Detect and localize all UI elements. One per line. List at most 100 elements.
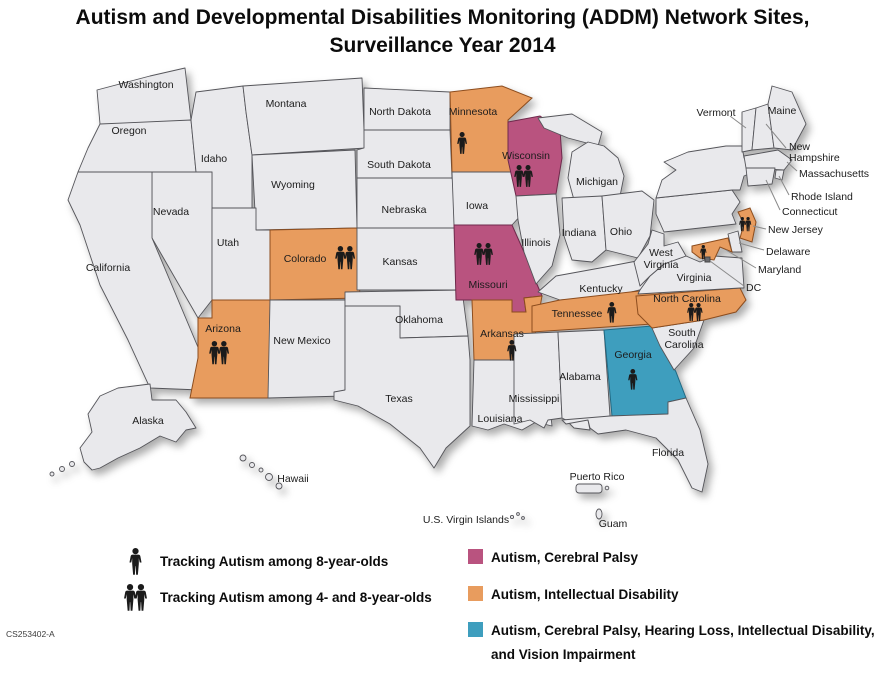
us-virgin-islands-islet	[521, 516, 525, 520]
legend-item-comprehensive: Autism, Cerebral Palsy, Hearing Loss, In…	[468, 621, 885, 666]
puerto-rico-islet	[604, 485, 610, 491]
state-label-massachusetts: Massachusetts	[799, 168, 869, 180]
state-label-connecticut: Connecticut	[782, 206, 838, 218]
legend-item-cerebral-palsy: Autism, Cerebral Palsy	[468, 548, 885, 570]
double-person-icon	[123, 584, 147, 611]
legend-tracking: Tracking Autism among 8-year-olds Tracki…	[116, 548, 432, 620]
state-arizona	[189, 299, 271, 399]
state-michigan	[567, 141, 625, 203]
cs-document-code: CS253402-A	[6, 629, 55, 639]
state-label-florida: Florida	[652, 447, 684, 459]
state-label-virginia: Virginia	[677, 272, 712, 284]
state-label-michigan: Michigan	[576, 176, 618, 188]
single-person-icon	[128, 548, 142, 575]
state-label-kansas: Kansas	[382, 256, 417, 268]
state-label-vermont: Vermont	[696, 107, 735, 119]
state-label-south-carolina-1: South	[668, 327, 696, 339]
orange-swatch	[468, 585, 483, 601]
state-alaska	[79, 383, 197, 471]
state-label-maine: Maine	[768, 105, 797, 117]
alaska-aleutian-island	[49, 471, 55, 477]
state-label-missouri: Missouri	[468, 279, 507, 291]
state-label-minnesota: Minnesota	[449, 106, 498, 118]
state-new-york	[655, 145, 759, 199]
state-label-nevada: Nevada	[153, 206, 189, 218]
state-label-indiana: Indiana	[562, 227, 597, 239]
state-label-alabama: Alabama	[559, 371, 601, 383]
state-washington	[96, 67, 192, 129]
state-alabama	[557, 329, 611, 431]
state-montana	[242, 77, 367, 156]
state-label-texas: Texas	[385, 393, 412, 405]
legend-label-comprehensive: Autism, Cerebral Palsy, Hearing Loss, In…	[491, 623, 875, 662]
state-label-ohio: Ohio	[610, 226, 632, 238]
us-virgin-islands-islet	[509, 514, 515, 520]
state-label-nebraska: Nebraska	[382, 204, 427, 216]
state-label-washington: Washington	[118, 79, 173, 91]
state-label-guam: Guam	[599, 518, 628, 530]
callout-line-dc	[709, 260, 745, 287]
state-label-alaska: Alaska	[132, 415, 164, 427]
state-label-mississippi: Mississippi	[509, 393, 560, 405]
legend-item-tracking-8: Tracking Autism among 8-year-olds	[116, 548, 432, 575]
callout-line-delaware	[738, 242, 765, 251]
state-label-colorado: Colorado	[284, 253, 327, 265]
state-label-arkansas: Arkansas	[480, 328, 524, 340]
state-label-new-jersey: New Jersey	[768, 224, 824, 236]
state-dc	[704, 256, 711, 263]
state-label-new-hampshire-1: New	[789, 141, 810, 153]
alaska-aleutian-island	[59, 466, 65, 472]
state-label-idaho: Idaho	[201, 153, 227, 165]
magenta-swatch	[468, 549, 483, 564]
state-label-oregon: Oregon	[111, 125, 146, 137]
state-label-west-virginia-1: West	[649, 247, 673, 259]
state-label-montana: Montana	[266, 98, 307, 110]
state-label-wisconsin: Wisconsin	[502, 150, 550, 162]
legend-item-tracking-4-8: Tracking Autism among 4- and 8-year-olds	[116, 584, 432, 611]
page-title: Autism and Developmental Disabilities Mo…	[75, 6, 810, 57]
callout-line-new-jersey	[752, 225, 767, 230]
us-virgin-islands-islet	[516, 512, 520, 516]
state-label-louisiana: Louisiana	[478, 413, 523, 425]
puerto-rico-island	[575, 483, 603, 494]
state-label-north-dakota: North Dakota	[369, 106, 431, 118]
hawaii-island	[249, 462, 255, 468]
callout-line-maryland	[725, 249, 757, 269]
state-connecticut	[745, 167, 776, 187]
legend-label-cerebral-palsy: Autism, Cerebral Palsy	[491, 550, 639, 565]
state-label-delaware: Delaware	[766, 246, 811, 258]
legend-item-intellectual-disability: Autism, Intellectual Disability	[468, 585, 885, 607]
state-rhode-island	[774, 169, 785, 181]
state-label-iowa: Iowa	[466, 200, 488, 212]
state-label-wyoming: Wyoming	[271, 179, 315, 191]
state-shapes	[49, 67, 807, 520]
state-pennsylvania	[655, 189, 741, 233]
callout-line-new-hampshire	[765, 123, 787, 149]
legend-label-tracking-4-8: Tracking Autism among 4- and 8-year-olds	[160, 590, 432, 605]
hawaii-island	[275, 482, 283, 490]
state-massachusetts	[743, 149, 793, 171]
state-label-kentucky: Kentucky	[579, 283, 623, 295]
guam-island	[595, 508, 603, 520]
state-label-us-virgin-islands: U.S. Virgin Islands	[423, 514, 509, 526]
state-label-south-carolina-2: Carolina	[664, 339, 703, 351]
state-label-rhode-island: Rhode Island	[791, 191, 853, 203]
callout-line-rhode-island	[778, 175, 790, 196]
teal-swatch	[468, 622, 483, 638]
state-west-virginia	[633, 229, 687, 287]
legend-categories: Autism, Cerebral Palsy Autism, Intellect…	[468, 548, 885, 682]
state-label-new-hampshire-2: Hampshire	[789, 152, 840, 164]
state-label-north-carolina: North Carolina	[653, 293, 721, 305]
callout-line-vermont	[729, 115, 747, 129]
hawaii-island	[265, 473, 273, 481]
state-labels: Washington Oregon California Idaho Nevad…	[86, 79, 869, 530]
state-illinois	[515, 193, 561, 285]
state-maine	[767, 85, 807, 151]
state-texas	[333, 305, 471, 469]
state-label-south-dakota: South Dakota	[367, 159, 431, 171]
state-label-dc: DC	[746, 282, 762, 294]
legend-label-tracking-8: Tracking Autism among 8-year-olds	[160, 554, 389, 569]
state-florida	[561, 397, 709, 493]
